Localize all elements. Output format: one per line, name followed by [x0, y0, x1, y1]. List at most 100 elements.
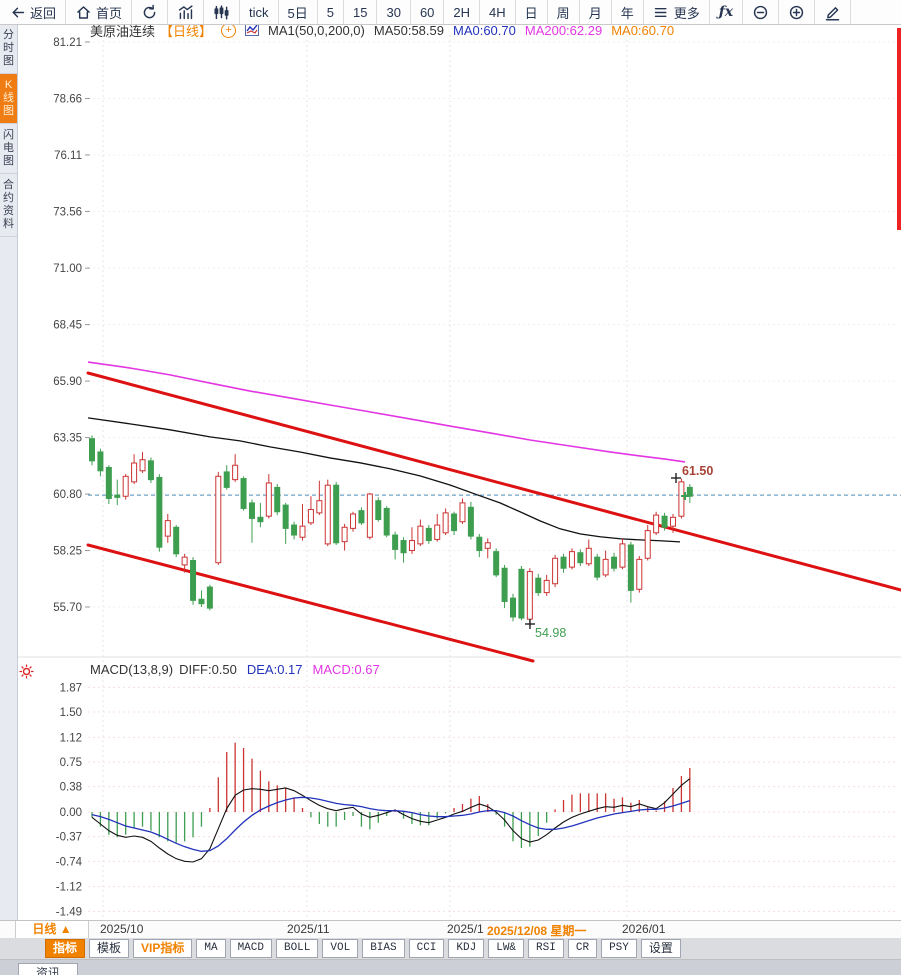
candle — [139, 459, 146, 472]
indicator-tab-vip指标[interactable]: VIP指标 — [133, 939, 193, 958]
candle — [156, 476, 163, 548]
topbar-button-m30[interactable]: 30 — [377, 0, 411, 24]
topbar-button-home[interactable]: 首页 — [66, 0, 133, 24]
period-tag[interactable]: 【日线】 — [160, 24, 213, 39]
indicator-tab-ma[interactable]: MA — [196, 939, 226, 958]
indicator-tab-cci[interactable]: CCI — [408, 939, 445, 958]
indicator-tab-rsi[interactable]: RSI — [528, 939, 564, 958]
candle — [636, 558, 643, 590]
topbar-button-tick[interactable]: tick — [240, 0, 279, 24]
main-y-tick: 65.90 — [53, 376, 82, 388]
topbar-button-refresh[interactable] — [132, 0, 169, 24]
topbar-label-week: 周 — [556, 5, 570, 21]
sidebar-item-time-chart[interactable]: 分时图 — [0, 24, 17, 74]
topbar-button-fx[interactable]: ƒx — [710, 0, 744, 24]
indicator-tab-设置[interactable]: 设置 — [640, 939, 681, 958]
grid-lines — [88, 35, 895, 918]
topbar-button-draw[interactable] — [815, 0, 852, 24]
low-marker — [525, 619, 535, 629]
right-scroll-strip[interactable] — [897, 28, 901, 230]
topbar-button-year[interactable]: 年 — [612, 0, 644, 24]
topbar-label-home: 首页 — [96, 5, 123, 21]
topbar-label-more: 更多 — [673, 5, 700, 21]
topbar-button-chart-candle[interactable] — [204, 0, 241, 24]
bottom-partial-row: 资讯 — [0, 960, 901, 975]
zoom-in-icon — [788, 4, 805, 21]
topbar-button-day[interactable]: 日 — [516, 0, 548, 24]
indicator-tab-macd[interactable]: MACD — [229, 939, 272, 958]
candle — [678, 481, 685, 517]
topbar-button-m15[interactable]: 15 — [344, 0, 378, 24]
high-marker — [671, 473, 681, 483]
ma0-orange-value: MA0:60.70 — [611, 23, 675, 38]
x-axis-tick-0: 2025/10 — [100, 922, 144, 936]
topbar-label-tick: tick — [249, 4, 269, 20]
period-selector[interactable]: 日线 ▲ — [15, 921, 89, 938]
topbar-button-month[interactable]: 月 — [580, 0, 612, 24]
ma-chart-icon[interactable] — [245, 22, 260, 39]
add-indicator-icon[interactable]: + — [221, 23, 237, 38]
topbar-button-more[interactable]: 更多 — [644, 0, 710, 24]
indicator-tab-boll[interactable]: BOLL — [275, 939, 319, 958]
candle — [383, 507, 390, 536]
topbar-button-m60[interactable]: 60 — [411, 0, 445, 24]
topbar-button-h2[interactable]: 2H — [444, 0, 481, 24]
main-y-tick: 81.21 — [53, 37, 82, 49]
ma-setting-label: MA1(50,0,200,0) — [268, 23, 365, 38]
macd-y-tick: 0.00 — [60, 807, 82, 819]
candle — [358, 510, 365, 524]
candle — [552, 557, 559, 585]
main-y-tick: 71.00 — [53, 263, 82, 275]
macd-y-tick: -1.12 — [56, 882, 82, 894]
candle — [493, 551, 500, 576]
candle — [594, 556, 601, 578]
topbar-label-m60: 60 — [419, 4, 435, 20]
ma50-line — [87, 417, 681, 543]
candle — [408, 540, 415, 552]
topbar-label-back: 返回 — [30, 5, 57, 21]
candle — [324, 484, 331, 545]
tab-news[interactable]: 资讯 — [18, 963, 78, 975]
candle — [333, 484, 340, 544]
macd-diff-value: DIFF:0.50 — [179, 662, 237, 677]
topbar-button-back[interactable]: 返回 — [0, 0, 67, 24]
topbar-button-week[interactable]: 周 — [548, 0, 580, 24]
candle — [476, 536, 483, 552]
candle — [644, 530, 651, 559]
candle — [131, 462, 138, 483]
topbar-button-m5[interactable]: 5 — [318, 0, 344, 24]
candle — [291, 524, 298, 536]
topbar-button-5d[interactable]: 5日 — [279, 0, 318, 24]
topbar-button-chart-line[interactable] — [168, 0, 205, 24]
indicator-tab-cr[interactable]: CR — [567, 939, 598, 958]
topbar-button-zoom-in[interactable] — [779, 0, 816, 24]
topbar-button-zoom-out[interactable] — [743, 0, 780, 24]
candle — [105, 466, 112, 499]
macd-macd-value: MACD:0.67 — [312, 662, 380, 677]
sidebar-item-lightning-chart[interactable]: 闪电图 — [0, 124, 17, 174]
indicator-settings-icon[interactable] — [19, 664, 34, 684]
candle — [223, 471, 230, 488]
macd-y-tick: -1.49 — [56, 906, 82, 918]
candle — [434, 524, 441, 540]
candle — [661, 515, 668, 528]
trend-lines[interactable] — [86, 371, 901, 663]
indicator-tab-kdj[interactable]: KDJ — [448, 939, 485, 958]
candle — [164, 520, 171, 537]
topbar-label-m5: 5 — [326, 4, 334, 20]
candle — [442, 512, 449, 534]
x-axis-tick-2: 2025/1 — [447, 922, 484, 936]
macd-y-tick: 1.12 — [60, 732, 82, 744]
indicator-tab-模板[interactable]: 模板 — [89, 939, 130, 958]
indicator-tab-指标[interactable]: 指标 — [45, 939, 86, 958]
sidebar-item-contract-info[interactable]: 合约资料 — [0, 174, 17, 237]
candle — [190, 559, 197, 601]
indicator-tab-lw&[interactable]: LW& — [488, 939, 525, 958]
topbar-button-h4[interactable]: 4H — [480, 0, 516, 24]
indicator-tab-vol[interactable]: VOL — [322, 939, 359, 958]
main-y-tick: 68.45 — [53, 320, 82, 332]
indicator-tab-bias[interactable]: BIAS — [362, 939, 405, 958]
indicator-tab-psy[interactable]: PSY — [601, 939, 637, 958]
